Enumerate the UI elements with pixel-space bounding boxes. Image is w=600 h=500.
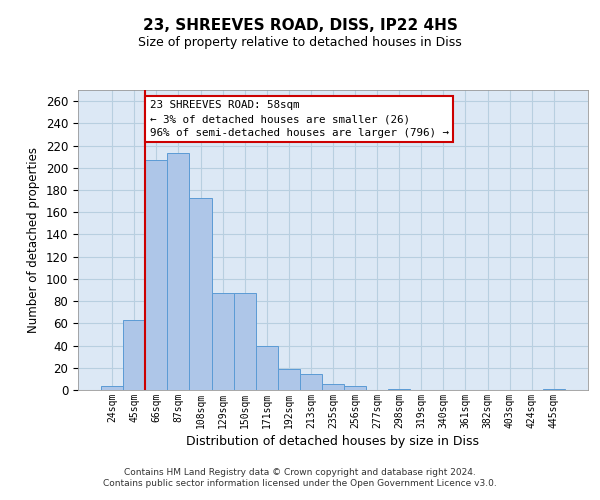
Bar bbox=[190, 198, 212, 390]
Bar bbox=[123, 320, 145, 390]
Bar bbox=[145, 160, 167, 390]
Text: 23, SHREEVES ROAD, DISS, IP22 4HS: 23, SHREEVES ROAD, DISS, IP22 4HS bbox=[143, 18, 457, 32]
Bar bbox=[256, 346, 278, 390]
Bar bbox=[300, 374, 322, 390]
Bar bbox=[543, 389, 565, 390]
Bar bbox=[212, 294, 233, 390]
Bar bbox=[322, 384, 344, 390]
X-axis label: Distribution of detached houses by size in Diss: Distribution of detached houses by size … bbox=[187, 435, 479, 448]
Bar bbox=[167, 154, 190, 390]
Bar bbox=[233, 294, 256, 390]
Bar bbox=[344, 386, 366, 390]
Text: Contains HM Land Registry data © Crown copyright and database right 2024.
Contai: Contains HM Land Registry data © Crown c… bbox=[103, 468, 497, 487]
Bar bbox=[388, 389, 410, 390]
Bar bbox=[101, 386, 123, 390]
Y-axis label: Number of detached properties: Number of detached properties bbox=[28, 147, 40, 333]
Bar bbox=[278, 369, 300, 390]
Text: 23 SHREEVES ROAD: 58sqm
← 3% of detached houses are smaller (26)
96% of semi-det: 23 SHREEVES ROAD: 58sqm ← 3% of detached… bbox=[150, 100, 449, 138]
Text: Size of property relative to detached houses in Diss: Size of property relative to detached ho… bbox=[138, 36, 462, 49]
